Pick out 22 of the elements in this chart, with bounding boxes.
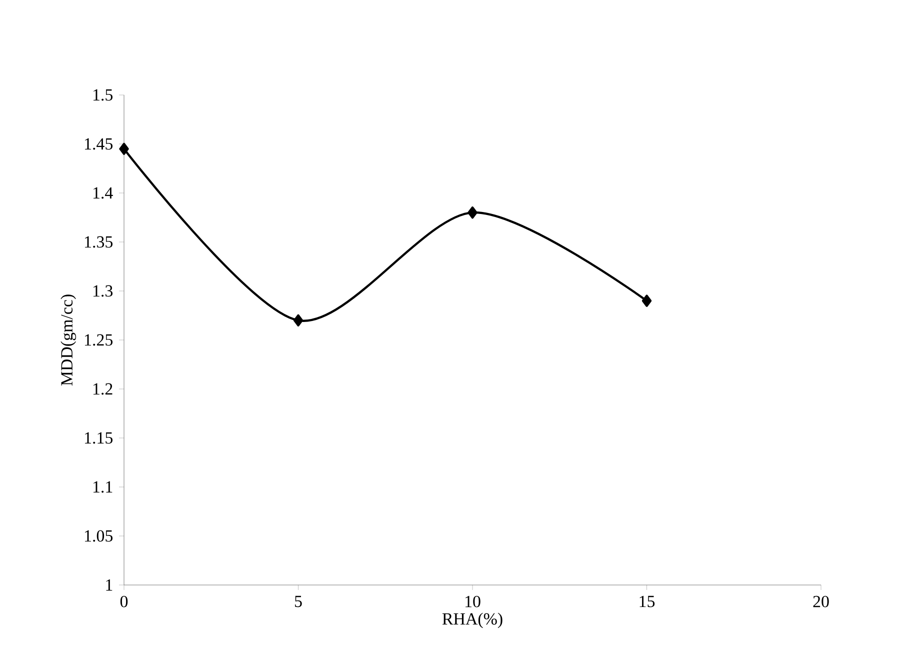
y-tick-label: 1.15 xyxy=(85,432,113,444)
x-axis-title: RHA(%) xyxy=(442,612,502,628)
y-tick-label: 1.25 xyxy=(85,334,113,346)
x-tick-label: 20 xyxy=(813,596,829,608)
y-tick-label: 1.5 xyxy=(93,89,113,101)
x-tick-label: 5 xyxy=(295,596,302,608)
y-tick-label: 1.45 xyxy=(85,138,113,150)
x-tick-label: 10 xyxy=(466,596,480,608)
x-tick-label: 15 xyxy=(640,596,655,608)
point xyxy=(468,206,478,219)
y-tick-label: 1.1 xyxy=(93,481,112,493)
y-tick-label: 1.4 xyxy=(93,187,113,199)
x-tick-label: 0 xyxy=(120,596,128,608)
y-tick-label: 1.35 xyxy=(85,236,113,248)
point xyxy=(293,314,304,326)
y-tick-label: 1.2 xyxy=(93,383,112,395)
y-tick-label: 1.3 xyxy=(93,285,113,297)
y-tick-label: 1.05 xyxy=(85,530,113,542)
point xyxy=(642,294,652,307)
y-axis-title: MDD(gm/cc) xyxy=(60,294,76,386)
y-tick-label: 1 xyxy=(106,579,112,591)
point xyxy=(119,142,129,155)
